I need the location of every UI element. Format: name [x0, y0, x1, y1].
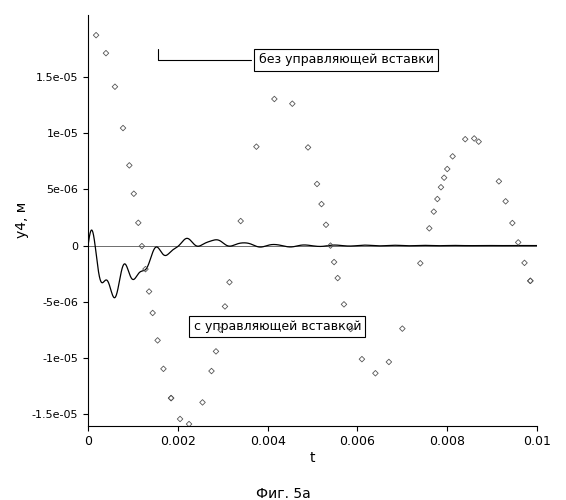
Point: [429, 208, 438, 216]
Point: [326, 242, 335, 250]
X-axis label: t: t: [310, 451, 315, 465]
Point: [101, 49, 110, 57]
Point: [144, 288, 153, 296]
Point: [252, 142, 261, 150]
Point: [494, 178, 503, 186]
Point: [134, 219, 143, 227]
Point: [236, 217, 245, 225]
Point: [474, 138, 483, 145]
Point: [220, 302, 229, 310]
Point: [288, 100, 297, 108]
Text: с управляющей вставкой: с управляющей вставкой: [194, 320, 361, 333]
Point: [440, 174, 449, 182]
Point: [333, 274, 342, 282]
Point: [340, 300, 349, 308]
Point: [501, 198, 510, 205]
Point: [312, 180, 321, 188]
Point: [357, 355, 366, 363]
Point: [207, 367, 216, 375]
Point: [448, 152, 457, 160]
Text: Фиг. 5а: Фиг. 5а: [256, 486, 310, 500]
Point: [329, 258, 338, 266]
Point: [118, 124, 127, 132]
Point: [138, 242, 147, 250]
Point: [148, 309, 157, 317]
Point: [125, 162, 134, 170]
Point: [461, 135, 470, 143]
Point: [526, 277, 535, 285]
Point: [470, 134, 479, 142]
Point: [346, 325, 355, 333]
Point: [416, 260, 425, 268]
Point: [225, 278, 234, 286]
Point: [153, 336, 162, 344]
Point: [212, 348, 221, 356]
Point: [371, 370, 380, 378]
Point: [443, 165, 452, 173]
Point: [317, 200, 326, 208]
Point: [526, 277, 535, 285]
Point: [398, 324, 407, 332]
Point: [508, 219, 517, 227]
Point: [424, 224, 434, 232]
Point: [514, 238, 523, 246]
Point: [270, 95, 279, 103]
Point: [303, 144, 312, 152]
Point: [129, 190, 138, 198]
Point: [175, 415, 185, 423]
Point: [159, 365, 168, 373]
Point: [185, 420, 194, 428]
Point: [166, 394, 175, 402]
Point: [433, 195, 442, 203]
Y-axis label: y4, м: y4, м: [15, 202, 29, 238]
Point: [321, 221, 331, 229]
Point: [520, 259, 529, 267]
Point: [384, 358, 393, 366]
Point: [216, 326, 225, 334]
Point: [141, 265, 150, 273]
Point: [110, 82, 119, 90]
Point: [166, 394, 175, 402]
Point: [92, 31, 101, 39]
Point: [436, 183, 445, 191]
Text: без управляющей вставки: без управляющей вставки: [157, 50, 434, 66]
Point: [198, 398, 207, 406]
